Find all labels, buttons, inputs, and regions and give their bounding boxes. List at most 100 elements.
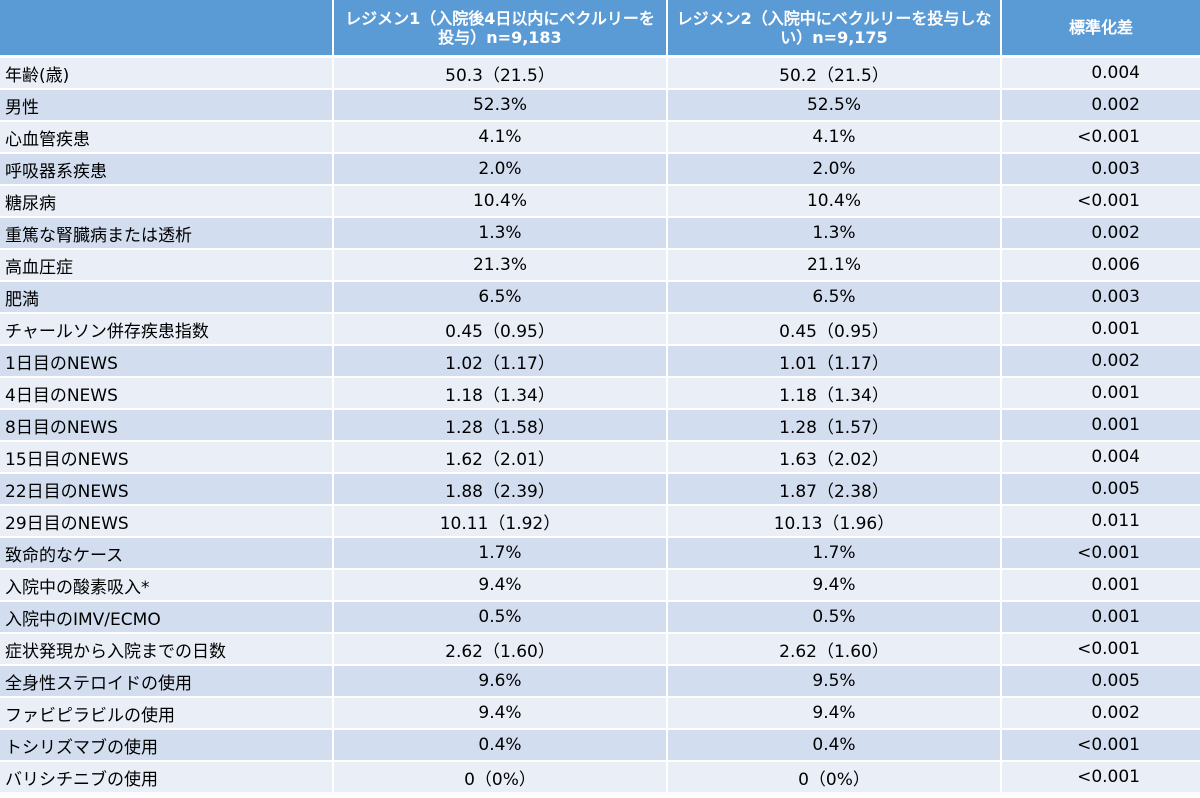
regimen-1-value-cell: 1.02（1.17） bbox=[334, 346, 668, 378]
table-row: 1日目のNEWS 1.02（1.17） 1.01（1.17） 0.002 bbox=[0, 346, 1200, 378]
row-label-cell: 男性 bbox=[0, 90, 334, 122]
row-label-cell: 15日目のNEWS bbox=[0, 442, 334, 474]
table-row: トシリズマブの使用 0.4% 0.4% <0.001 bbox=[0, 730, 1200, 762]
table-row: 全身性ステロイドの使用 9.6% 9.5% 0.005 bbox=[0, 666, 1200, 698]
row-label-cell: 症状発現から入院までの日数 bbox=[0, 634, 334, 666]
standardized-difference-cell: 0.001 bbox=[1002, 410, 1200, 442]
regimen-2-value-cell: 10.4% bbox=[668, 186, 1002, 218]
regimen-2-value-cell: 1.28（1.57） bbox=[668, 410, 1002, 442]
table-row: 8日目のNEWS 1.28（1.58） 1.28（1.57） 0.001 bbox=[0, 410, 1200, 442]
regimen-2-value-cell: 1.7% bbox=[668, 538, 1002, 570]
regimen-2-value-cell: 0.45（0.95） bbox=[668, 314, 1002, 346]
regimen-2-value-cell: 9.5% bbox=[668, 666, 1002, 698]
regimen-1-value-cell: 2.62（1.60） bbox=[334, 634, 668, 666]
regimen-1-value-cell: 0（0%） bbox=[334, 762, 668, 794]
row-label-cell: 1日目のNEWS bbox=[0, 346, 334, 378]
row-label-cell: 入院中のIMV/ECMO bbox=[0, 602, 334, 634]
table-row: 15日目のNEWS 1.62（2.01） 1.63（2.02） 0.004 bbox=[0, 442, 1200, 474]
table-row: チャールソン併存疾患指数 0.45（0.95） 0.45（0.95） 0.001 bbox=[0, 314, 1200, 346]
regimen-2-value-cell: 9.4% bbox=[668, 570, 1002, 602]
regimen-1-value-cell: 1.7% bbox=[334, 538, 668, 570]
table-body: 年齢(歳) 50.3（21.5） 50.2（21.5） 0.004 男性 52.3% 52.… bbox=[0, 58, 1200, 794]
regimen-1-value-cell: 4.1% bbox=[334, 122, 668, 154]
table-row: 心血管疾患 4.1% 4.1% <0.001 bbox=[0, 122, 1200, 154]
table-row: 糖尿病 10.4% 10.4% <0.001 bbox=[0, 186, 1200, 218]
standardized-difference-cell: <0.001 bbox=[1002, 730, 1200, 762]
standardized-difference-cell: 0.005 bbox=[1002, 666, 1200, 698]
regimen-1-value-cell: 1.18（1.34） bbox=[334, 378, 668, 410]
regimen-2-value-cell: 0.4% bbox=[668, 730, 1002, 762]
regimen-1-value-cell: 1.3% bbox=[334, 218, 668, 250]
regimen-1-value-cell: 6.5% bbox=[334, 282, 668, 314]
header-characteristic bbox=[0, 0, 334, 58]
table-row: 入院中の酸素吸入* 9.4% 9.4% 0.001 bbox=[0, 570, 1200, 602]
standardized-difference-cell: 0.004 bbox=[1002, 58, 1200, 90]
regimen-2-value-cell: 1.3% bbox=[668, 218, 1002, 250]
table-row: 呼吸器系疾患 2.0% 2.0% 0.003 bbox=[0, 154, 1200, 186]
regimen-2-value-cell: 9.4% bbox=[668, 698, 1002, 730]
standardized-difference-cell: 0.002 bbox=[1002, 90, 1200, 122]
regimen-1-value-cell: 1.88（2.39） bbox=[334, 474, 668, 506]
regimen-2-value-cell: 0.5% bbox=[668, 602, 1002, 634]
regimen-1-value-cell: 0.4% bbox=[334, 730, 668, 762]
standardized-difference-cell: 0.003 bbox=[1002, 154, 1200, 186]
regimen-2-value-cell: 50.2（21.5） bbox=[668, 58, 1002, 90]
row-label-cell: 年齢(歳) bbox=[0, 58, 334, 90]
standardized-difference-cell: 0.006 bbox=[1002, 250, 1200, 282]
row-label-cell: チャールソン併存疾患指数 bbox=[0, 314, 334, 346]
table-row: バリシチニブの使用 0（0%） 0（0%） <0.001 bbox=[0, 762, 1200, 794]
regimen-1-value-cell: 0.45（0.95） bbox=[334, 314, 668, 346]
row-label-cell: 肥満 bbox=[0, 282, 334, 314]
row-label-cell: 高血圧症 bbox=[0, 250, 334, 282]
row-label-cell: 8日目のNEWS bbox=[0, 410, 334, 442]
regimen-2-value-cell: 2.62（1.60） bbox=[668, 634, 1002, 666]
row-label-cell: ファビピラビルの使用 bbox=[0, 698, 334, 730]
regimen-1-value-cell: 2.0% bbox=[334, 154, 668, 186]
regimen-1-value-cell: 9.4% bbox=[334, 570, 668, 602]
regimen-2-value-cell: 1.63（2.02） bbox=[668, 442, 1002, 474]
regimen-2-value-cell: 1.01（1.17） bbox=[668, 346, 1002, 378]
table-row: 肥満 6.5% 6.5% 0.003 bbox=[0, 282, 1200, 314]
regimen-2-value-cell: 2.0% bbox=[668, 154, 1002, 186]
table-row: 入院中のIMV/ECMO 0.5% 0.5% 0.001 bbox=[0, 602, 1200, 634]
row-label-cell: 4日目のNEWS bbox=[0, 378, 334, 410]
standardized-difference-cell: <0.001 bbox=[1002, 634, 1200, 666]
regimen-1-value-cell: 52.3% bbox=[334, 90, 668, 122]
table-row: 22日目のNEWS 1.88（2.39） 1.87（2.38） 0.005 bbox=[0, 474, 1200, 506]
row-label-cell: 糖尿病 bbox=[0, 186, 334, 218]
regimen-1-value-cell: 0.5% bbox=[334, 602, 668, 634]
regimen-1-value-cell: 10.11（1.92） bbox=[334, 506, 668, 538]
row-label-cell: 致命的なケース bbox=[0, 538, 334, 570]
regimen-1-value-cell: 1.62（2.01） bbox=[334, 442, 668, 474]
standardized-difference-cell: 0.002 bbox=[1002, 218, 1200, 250]
standardized-difference-cell: <0.001 bbox=[1002, 186, 1200, 218]
regimen-2-value-cell: 1.18（1.34） bbox=[668, 378, 1002, 410]
table-row: 29日目のNEWS 10.11（1.92） 10.13（1.96） 0.011 bbox=[0, 506, 1200, 538]
regimen-2-value-cell: 52.5% bbox=[668, 90, 1002, 122]
regimen-2-value-cell: 6.5% bbox=[668, 282, 1002, 314]
standardized-difference-cell: 0.001 bbox=[1002, 570, 1200, 602]
standardized-difference-cell: <0.001 bbox=[1002, 762, 1200, 794]
row-label-cell: 全身性ステロイドの使用 bbox=[0, 666, 334, 698]
standardized-difference-cell: 0.001 bbox=[1002, 602, 1200, 634]
table-row: ファビピラビルの使用 9.4% 9.4% 0.002 bbox=[0, 698, 1200, 730]
table-row: 高血圧症 21.3% 21.1% 0.006 bbox=[0, 250, 1200, 282]
table-row: 重篤な腎臓病または透析 1.3% 1.3% 0.002 bbox=[0, 218, 1200, 250]
table-row: 症状発現から入院までの日数 2.62（1.60） 2.62（1.60） <0.001 bbox=[0, 634, 1200, 666]
standardized-difference-cell: <0.001 bbox=[1002, 538, 1200, 570]
standardized-difference-cell: 0.002 bbox=[1002, 698, 1200, 730]
standardized-difference-cell: 0.004 bbox=[1002, 442, 1200, 474]
standardized-difference-cell: <0.001 bbox=[1002, 122, 1200, 154]
regimen-1-value-cell: 9.4% bbox=[334, 698, 668, 730]
row-label-cell: 重篤な腎臓病または透析 bbox=[0, 218, 334, 250]
regimen-2-value-cell: 21.1% bbox=[668, 250, 1002, 282]
row-label-cell: 心血管疾患 bbox=[0, 122, 334, 154]
header-regimen-1: レジメン1（入院後4日以内にベクルリーを投与）n=9,183 bbox=[334, 0, 668, 58]
table-row: 年齢(歳) 50.3（21.5） 50.2（21.5） 0.004 bbox=[0, 58, 1200, 90]
regimen-1-value-cell: 9.6% bbox=[334, 666, 668, 698]
table-row: 4日目のNEWS 1.18（1.34） 1.18（1.34） 0.001 bbox=[0, 378, 1200, 410]
regimen-1-value-cell: 21.3% bbox=[334, 250, 668, 282]
standardized-difference-cell: 0.001 bbox=[1002, 378, 1200, 410]
row-label-cell: 22日目のNEWS bbox=[0, 474, 334, 506]
